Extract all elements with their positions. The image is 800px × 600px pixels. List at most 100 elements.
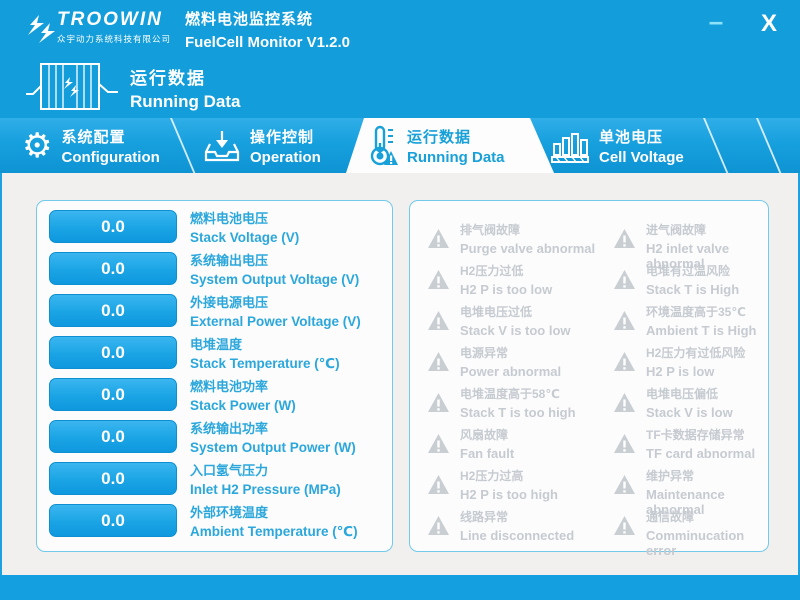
alarm-item: 进气阀故障 H2 inlet valve abnormal xyxy=(613,221,762,271)
tab-label-zh: 单池电压 xyxy=(599,128,664,146)
alarm-label: 电堆电压偏低 Stack V is low xyxy=(646,385,733,420)
reading-value-box: 0.0 xyxy=(49,336,177,369)
reading-label-zh: 入口氢气压力 xyxy=(190,463,269,478)
reading-label-zh: 电堆温度 xyxy=(190,336,243,352)
alarm-label-zh: 线路异常 xyxy=(460,510,509,524)
reading-value-box: 0.0 xyxy=(49,504,177,537)
reading-label: 系统输出电压 System Output Voltage (V) xyxy=(190,250,359,287)
tab-cell-voltage[interactable]: 单池电压 Cell Voltage xyxy=(550,118,684,173)
alarm-item: 线路异常 Line disconnected xyxy=(427,508,613,543)
alarm-item: 通信故障 Comminucation error xyxy=(613,508,762,558)
reading-row: 0.0 系统输出功率 System Output Power (W) xyxy=(49,418,361,455)
alarm-label-en: Stack T is too high xyxy=(460,405,576,420)
alarm-column-right: 进气阀故障 H2 inlet valve abnormal 电堆有过温风险 St… xyxy=(613,221,762,558)
reading-value-box: 0.0 xyxy=(49,294,177,327)
alarm-label: 通信故障 Comminucation error xyxy=(646,508,762,558)
tab-separator xyxy=(756,118,782,173)
alarm-label-en: Comminucation error xyxy=(646,528,745,558)
tab-bar: ⚙ 系统配置 Configuration 操作控制 Operation xyxy=(0,118,800,173)
alarm-label: 电源异常 Power abnormal xyxy=(460,344,561,379)
reading-label-en: Ambient Temperature (℃) xyxy=(190,523,358,539)
minimize-button[interactable]: – xyxy=(708,5,724,36)
reading-label-en: Stack Voltage (V) xyxy=(190,230,300,245)
alarm-label: 排气阀故障 Purge valve abnormal xyxy=(460,221,595,256)
tab-running-data[interactable]: 运行数据 Running Data xyxy=(366,118,505,173)
thermometer-warning-icon xyxy=(370,125,398,165)
alarm-label-zh: TF卡数据存储异常 xyxy=(646,428,745,442)
tab-label-en: Configuration xyxy=(61,148,160,166)
alarm-label-en: H2 P is too high xyxy=(460,487,558,502)
alarm-label-en: H2 P is low xyxy=(646,364,715,379)
warning-triangle-icon xyxy=(614,475,635,494)
warning-triangle-icon xyxy=(614,434,635,453)
page-title: 运行数据 Running Data xyxy=(130,64,241,112)
gear-icon: ⚙ xyxy=(22,125,53,166)
alarm-label: H2压力过低 H2 P is too low xyxy=(460,262,552,297)
operation-tray-icon xyxy=(204,130,240,161)
lightning-bolts-icon xyxy=(28,15,55,43)
alarm-label-en: Ambient T is High xyxy=(646,323,757,338)
alarm-label-en: Fan fault xyxy=(460,446,515,461)
alarm-label-zh: H2压力有过低风险 xyxy=(646,346,746,360)
alarm-label-zh: 电源异常 xyxy=(460,346,509,360)
alarm-label: H2压力有过低风险 H2 P is low xyxy=(646,344,746,379)
alarm-label: 电堆电压过低 Stack V is too low xyxy=(460,303,571,338)
warning-triangle-icon xyxy=(428,434,449,453)
alarm-label-zh: H2压力过高 xyxy=(460,469,524,483)
alarm-label: 维护异常 Maintenance abnormal xyxy=(646,467,762,517)
reading-label-en: System Output Power (W) xyxy=(190,440,356,455)
warning-triangle-icon xyxy=(428,516,449,535)
alarm-item: H2压力有过低风险 H2 P is low xyxy=(613,344,762,379)
tab-label-en: Cell Voltage xyxy=(599,148,684,166)
close-button[interactable]: X xyxy=(760,10,777,37)
tab-label-zh: 运行数据 xyxy=(407,128,472,146)
alarm-label-en: Stack V is too low xyxy=(460,323,571,338)
warning-triangle-icon xyxy=(428,393,449,412)
warning-triangle-icon xyxy=(428,352,449,371)
reading-label-en: External Power Voltage (V) xyxy=(190,314,361,329)
warning-triangle-icon xyxy=(614,229,635,248)
reading-label-zh: 外接电源电压 xyxy=(190,295,269,310)
alarm-grid: 排气阀故障 Purge valve abnormal H2压力过低 H2 P i… xyxy=(427,221,762,558)
reading-label: 燃料电池功率 Stack Power (W) xyxy=(190,376,296,413)
tab-label-zh: 操作控制 xyxy=(250,128,315,146)
alarms-panel: 排气阀故障 Purge valve abnormal H2压力过低 H2 P i… xyxy=(409,200,769,558)
app-title: 燃料电池监控系统 FuelCell Monitor V1.2.0 xyxy=(185,8,350,51)
page-title-en: Running Data xyxy=(130,92,241,111)
reading-label-zh: 燃料电池功率 xyxy=(190,379,269,394)
alarm-label-en: TF card abnormal xyxy=(646,446,756,461)
tab-configuration[interactable]: ⚙ 系统配置 Configuration xyxy=(22,118,160,173)
fuel-cell-stack-icon xyxy=(26,63,118,110)
app-title-zh: 燃料电池监控系统 xyxy=(185,11,314,28)
reading-label: 外部环境温度 Ambient Temperature (℃) xyxy=(190,502,358,540)
warning-triangle-icon xyxy=(428,229,449,248)
alarm-label-en: Purge valve abnormal xyxy=(460,241,596,256)
reading-label-zh: 系统输出功率 xyxy=(190,421,269,436)
alarm-label-en: Maintenance abnormal xyxy=(646,487,725,517)
tab-label-zh: 系统配置 xyxy=(61,128,126,146)
warning-triangle-icon xyxy=(428,475,449,494)
reading-label: 入口氢气压力 Inlet H2 Pressure (MPa) xyxy=(190,460,341,497)
alarm-label-en: H2 P is too low xyxy=(460,282,553,297)
footer-bar xyxy=(0,575,800,600)
tab-operation[interactable]: 操作控制 Operation xyxy=(203,118,321,173)
alarm-item: 环境温度高于35℃ Ambient T is High xyxy=(613,303,762,338)
tab-separator xyxy=(170,118,196,173)
reading-label: 外接电源电压 External Power Voltage (V) xyxy=(190,292,361,329)
alarm-column-left: 排气阀故障 Purge valve abnormal H2压力过低 H2 P i… xyxy=(427,221,613,543)
alarm-item: H2压力过低 H2 P is too low xyxy=(427,262,613,297)
reading-value-box: 0.0 xyxy=(49,210,177,243)
reading-label: 系统输出功率 System Output Power (W) xyxy=(190,418,356,455)
alarm-item: 电源异常 Power abnormal xyxy=(427,344,613,379)
troowin-logo: TROOWIN 众宇动力系统科技有限公司 xyxy=(57,9,171,45)
warning-triangle-icon xyxy=(614,516,635,535)
warning-triangle-icon xyxy=(614,393,635,412)
tab-label-en: Operation xyxy=(250,148,321,166)
reading-label-zh: 燃料电池电压 xyxy=(190,211,269,226)
reading-label: 燃料电池电压 Stack Voltage (V) xyxy=(190,208,299,245)
reading-value-box: 0.0 xyxy=(49,378,177,411)
reading-label-en: Stack Temperature (℃) xyxy=(190,355,340,371)
warning-triangle-icon xyxy=(614,311,635,330)
reading-row: 0.0 系统输出电压 System Output Voltage (V) xyxy=(49,250,361,287)
